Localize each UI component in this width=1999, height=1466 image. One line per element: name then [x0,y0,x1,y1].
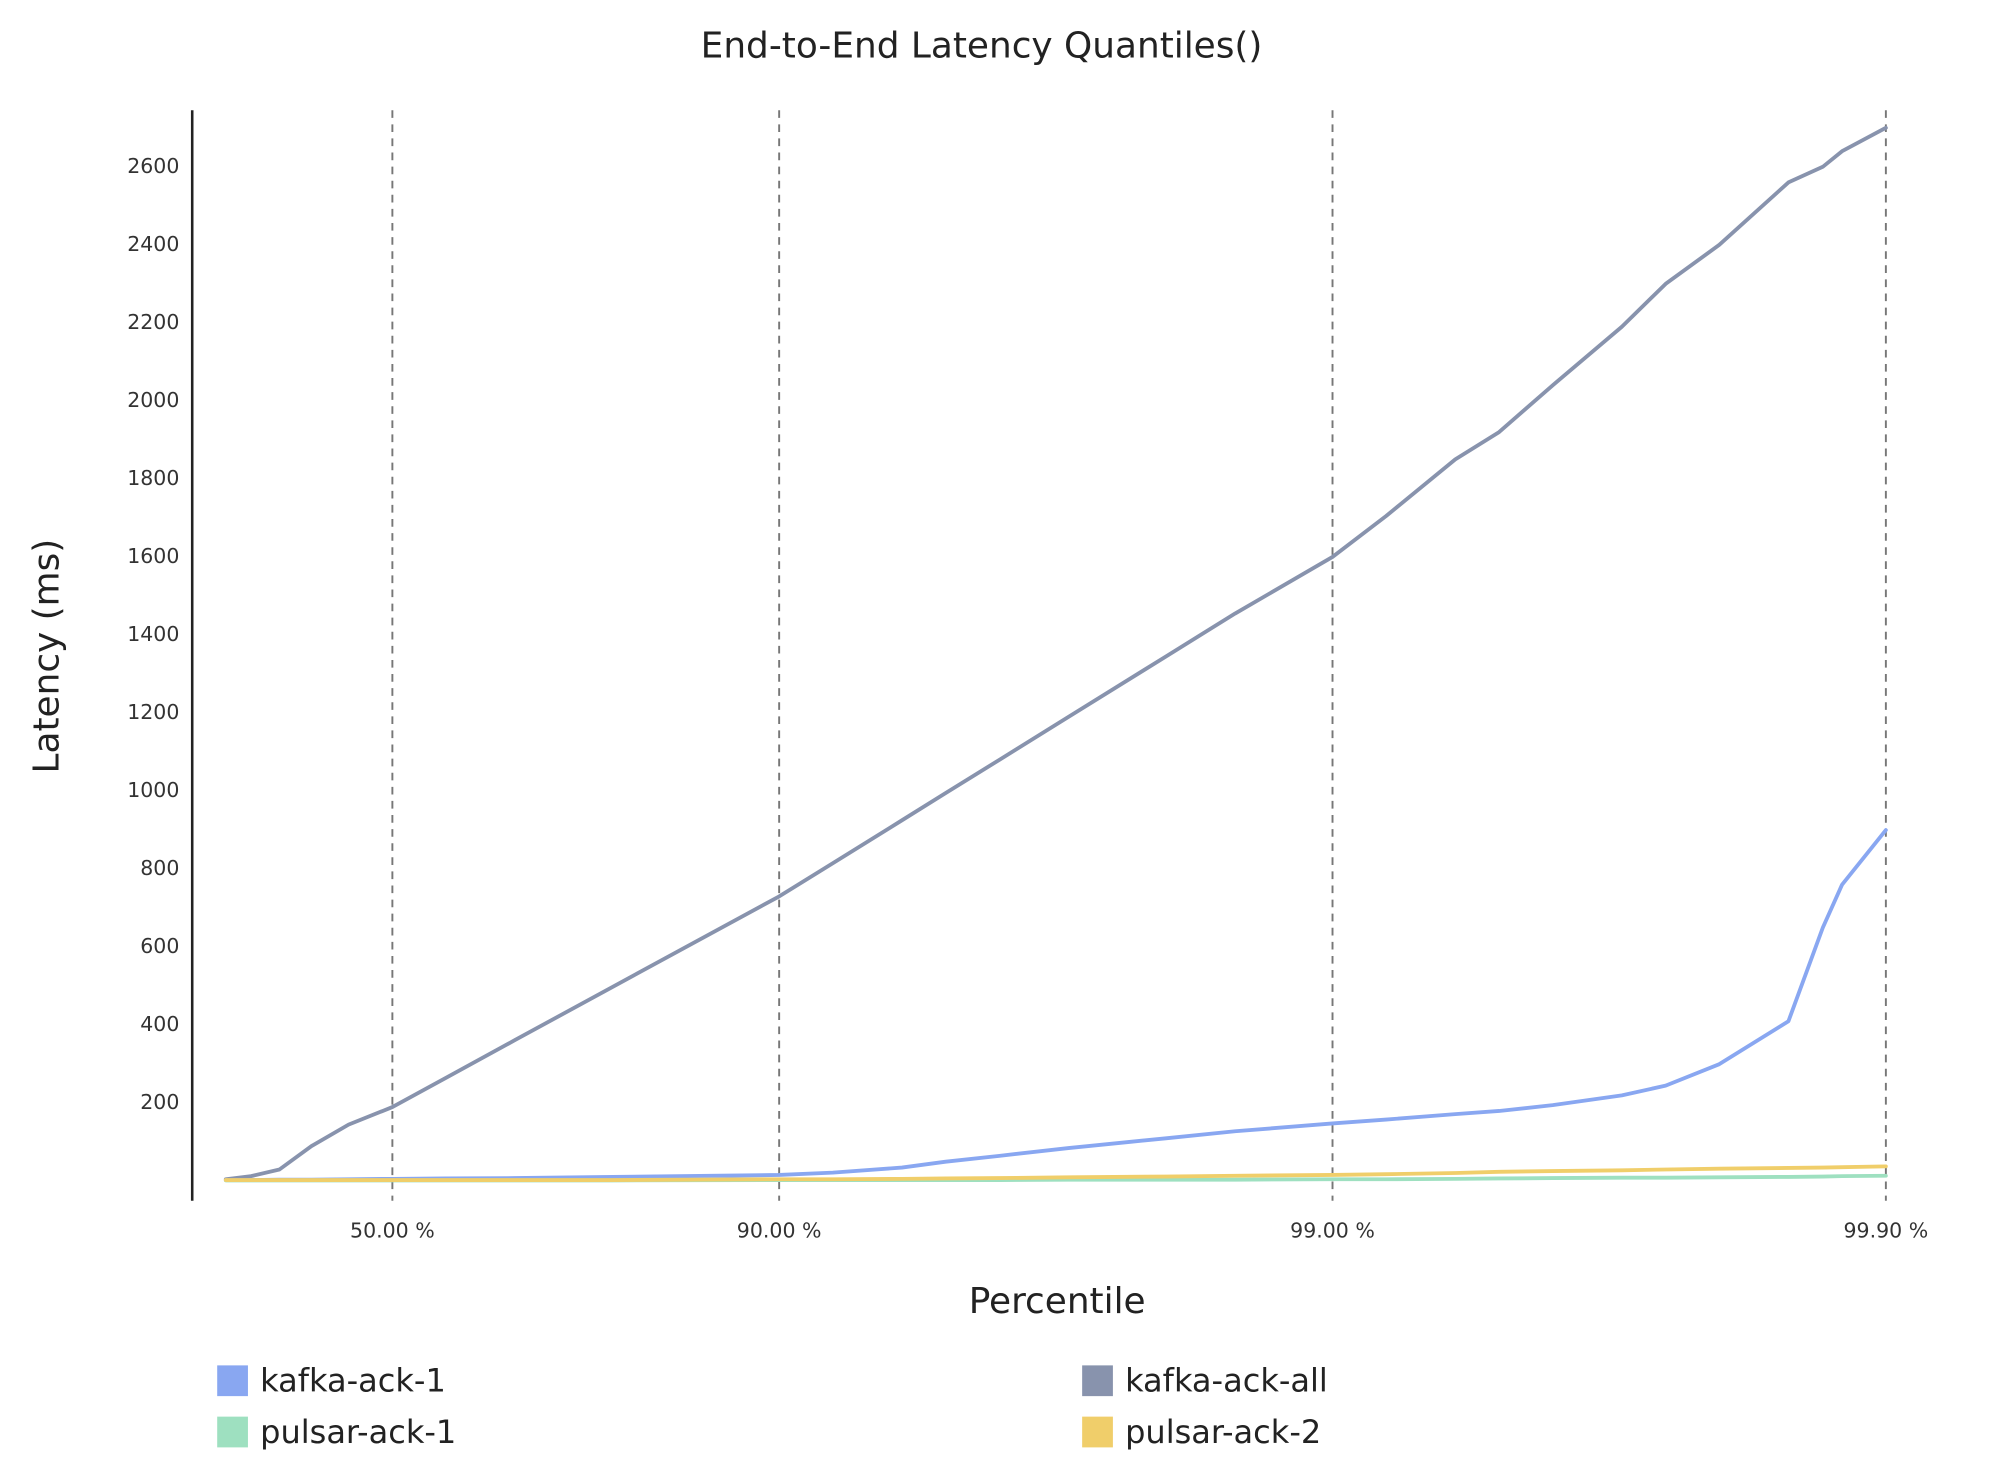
x-tick-label: 99.00 % [1290,1218,1375,1242]
x-tick-label: 50.00 % [350,1218,435,1242]
y-tick-label: 1400 [127,622,179,646]
series-line [223,1164,1888,1182]
legend-label: pulsar-ack-2 [1125,1413,1321,1451]
legend-label: pulsar-ack-1 [260,1413,456,1451]
y-tick-label: 2200 [127,310,179,334]
legend-label: kafka-ack-1 [260,1362,446,1400]
legend-label: kafka-ack-all [1125,1362,1328,1400]
legend-swatch [217,1365,248,1397]
y-tick-label: 800 [140,856,179,880]
x-tick-label: 99.90 % [1844,1218,1929,1242]
chart-title: End-to-End Latency Quantiles() [701,25,1263,66]
series-line [223,125,1888,1182]
y-tick-label: 600 [140,934,179,958]
legend-swatch [1082,1416,1113,1448]
legend-swatch [217,1416,248,1448]
y-tick-label: 200 [140,1090,179,1114]
x-tick-label: 90.00 % [737,1218,822,1242]
y-axis-title: Latency (ms) [27,539,68,774]
x-axis-title: Percentile [969,1281,1146,1322]
y-tick-label: 1600 [127,544,179,568]
legend-swatch [1082,1365,1113,1397]
y-tick-label: 2400 [127,232,179,256]
y-tick-label: 1800 [127,466,179,490]
y-tick-label: 2600 [127,154,179,178]
y-tick-label: 2000 [127,388,179,412]
y-tick-label: 400 [140,1012,179,1036]
y-tick-label: 1200 [127,700,179,724]
y-tick-label: 1000 [127,778,179,802]
series-line [223,828,1888,1182]
